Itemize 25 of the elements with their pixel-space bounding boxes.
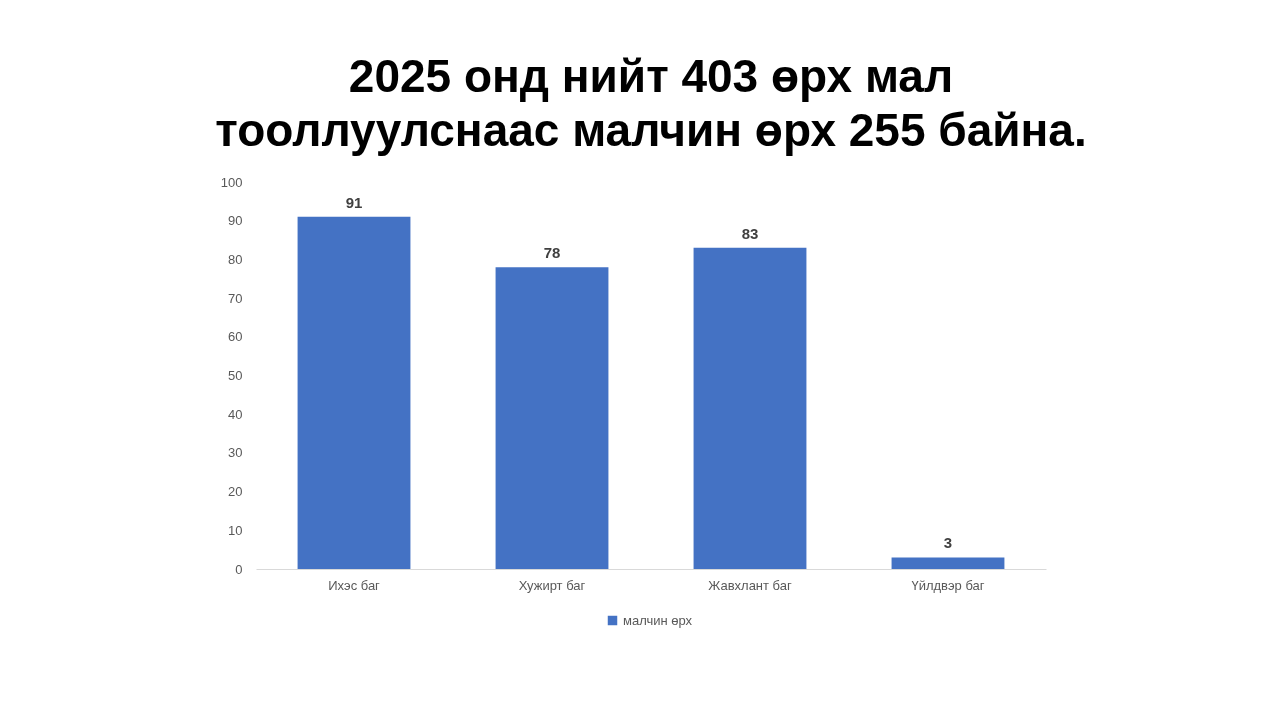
x-tick-label: Хужирт баг — [518, 577, 586, 593]
bar — [495, 267, 609, 569]
y-tick-label: 70 — [228, 290, 243, 306]
legend-label: малчин өрх — [623, 612, 693, 628]
y-tick-label: 90 — [228, 213, 243, 229]
chart-title: 2025 онд нийт 403 өрх мал тооллуулснаас малчин өрх 255 байна. — [215, 50, 1087, 156]
y-tick-label: 60 — [228, 329, 243, 345]
x-tick-label: Жавхлант баг — [708, 577, 792, 593]
y-tick-label: 40 — [228, 406, 243, 422]
x-tick-label: Ихэс баг — [328, 577, 381, 593]
y-tick-label: 30 — [228, 445, 243, 461]
bar — [297, 216, 411, 569]
data-label: 83 — [741, 224, 759, 242]
data-label: 91 — [345, 193, 363, 211]
y-tick-label: 80 — [228, 251, 243, 267]
x-tick-label: Үйлдвэр баг — [911, 577, 985, 593]
bar — [891, 557, 1005, 569]
y-tick-label: 0 — [235, 561, 243, 577]
bar — [693, 247, 807, 569]
data-label: 3 — [943, 534, 953, 552]
y-tick-label: 50 — [228, 368, 243, 383]
y-tick-label: 20 — [228, 484, 243, 500]
y-tick-label: 10 — [228, 522, 243, 538]
y-tick-label: 100 — [220, 174, 243, 190]
data-label: 78 — [543, 244, 561, 262]
